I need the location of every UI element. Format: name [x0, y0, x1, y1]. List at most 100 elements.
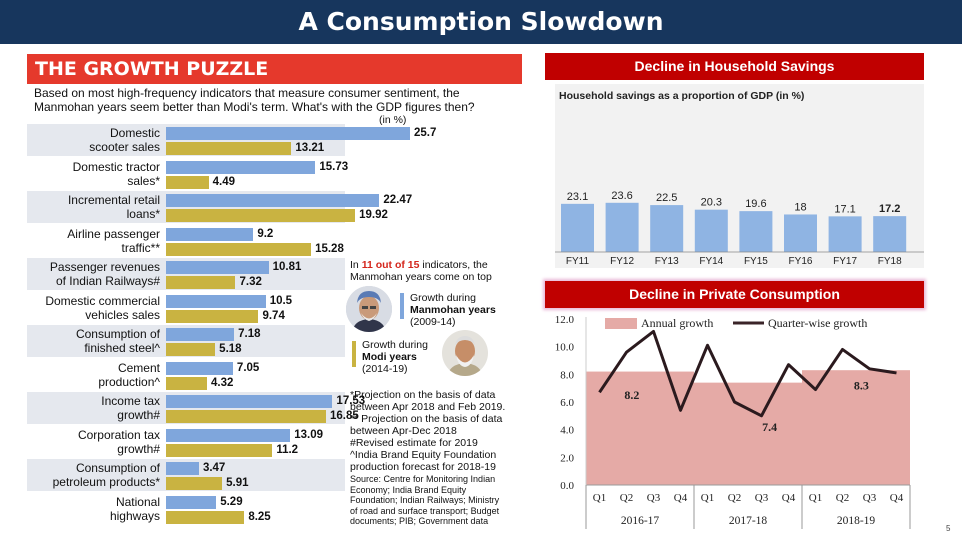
manmohan-bar — [166, 160, 316, 174]
manmohan-portrait — [346, 286, 392, 332]
callout-text: In 11 out of 15 indicators, the Manmohan… — [350, 259, 492, 283]
bar-value-label: 13.21 — [295, 142, 325, 154]
bar-value-label: 3.47 — [202, 462, 226, 474]
bar-value-label: 11.2 — [276, 443, 299, 456]
modi-bar — [166, 142, 292, 155]
savings-value-label: 23.6 — [611, 190, 632, 202]
savings-category-label: FY11 — [566, 256, 590, 267]
savings-bar — [561, 203, 594, 252]
private-consumption-chart: Annual growth Quarter-wise growth 0.0 2.0 4.… — [555, 314, 911, 529]
quarter-label: Q3 — [647, 492, 661, 504]
y-tick-label: 6.0 — [560, 397, 574, 409]
y-tick-label: 4.0 — [560, 425, 574, 437]
bar-value-label: 5.29 — [220, 495, 243, 508]
source-note: Source: Centre for Monitoring Indian Econ… — [350, 474, 500, 526]
manmohan-bar — [166, 328, 235, 341]
household-savings-chart: Household savings as a proportion of GDP… — [555, 84, 924, 268]
modi-legend-swatch — [352, 341, 356, 367]
y-tick-label: 0.0 — [560, 480, 574, 492]
savings-bar — [739, 211, 773, 252]
quarter-label: Q4 — [782, 492, 796, 504]
manmohan-bar — [166, 127, 410, 140]
manmohan-legend: Growth during Manmohan years (2009-14) — [410, 292, 496, 328]
annual-growth-label: 8.3 — [854, 379, 869, 393]
modi-bar — [166, 343, 216, 356]
savings-bar — [873, 216, 907, 252]
year-label: 2017-18 — [729, 515, 768, 527]
savings-category-label: FY13 — [655, 256, 679, 267]
indicator-label: Incremental retail loans* — [67, 193, 160, 221]
indicator-label: Consumption of finished steel^ — [75, 327, 160, 355]
bar-value-label: 4.32 — [211, 376, 234, 389]
savings-category-label: FY12 — [610, 256, 634, 267]
modi-bar — [166, 175, 209, 189]
savings-value-label: 22.5 — [656, 192, 677, 204]
manmohan-bar — [166, 294, 266, 308]
manmohan-bar — [166, 462, 199, 475]
savings-value-label: 19.6 — [745, 198, 766, 210]
savings-value-label: 18 — [794, 201, 806, 213]
savings-bar — [828, 216, 862, 252]
quarter-label: Q1 — [809, 492, 822, 504]
indicator-label: Domestic commercial vehicles sales — [45, 293, 160, 322]
manmohan-bar — [166, 361, 233, 375]
indicator-label: Corporation tax growth# — [77, 427, 160, 456]
savings-category-label: FY15 — [744, 256, 768, 267]
y-tick-label: 2.0 — [560, 452, 574, 464]
bar-value-label: 9.2 — [257, 227, 274, 240]
quarter-label: Q3 — [755, 492, 769, 504]
bar-value-label: 9.74 — [262, 309, 285, 322]
savings-bar — [650, 205, 684, 252]
indicator-label: Domestic tractor sales* — [72, 159, 160, 188]
y-tick-label: 8.0 — [560, 369, 574, 381]
growth-puzzle-unit: (in %) — [379, 114, 407, 126]
year-label: 2016-17 — [621, 515, 660, 527]
bar-value-label: 4.49 — [212, 175, 236, 188]
savings-value-label: 17.1 — [834, 203, 855, 215]
indicator-label: National highways — [109, 494, 160, 523]
savings-category-label: FY17 — [833, 256, 857, 267]
quarter-label: Q1 — [593, 492, 606, 504]
indicator-label: Cement production^ — [98, 360, 160, 389]
growth-puzzle-subtitle: Based on most high-frequency indicators … — [34, 86, 475, 114]
indicator-label: Consumption of petroleum products* — [52, 461, 160, 489]
manmohan-bar — [166, 227, 254, 241]
legend-annual-swatch — [605, 318, 637, 329]
y-tick-label: 12.0 — [555, 314, 575, 326]
bar-value-label: 15.73 — [319, 160, 349, 173]
savings-bar — [694, 209, 728, 252]
annual-growth-area — [802, 370, 910, 485]
modi-bar — [166, 376, 207, 390]
annual-growth-label: 8.2 — [624, 388, 639, 402]
savings-category-label: FY18 — [878, 256, 902, 267]
bar-value-label: 7.32 — [239, 276, 262, 288]
bar-value-label: 22.47 — [383, 194, 413, 206]
quarter-label: Q4 — [674, 492, 688, 504]
savings-value-label: 23.1 — [567, 191, 588, 203]
annual-growth-label: 7.4 — [762, 420, 777, 434]
manmohan-bar — [166, 395, 333, 408]
bar-value-label: 7.18 — [238, 328, 261, 340]
quarter-label: Q2 — [620, 492, 633, 504]
bar-value-label: 17.53 — [336, 395, 366, 407]
modi-bar — [166, 276, 236, 289]
annual-growth-area — [694, 382, 802, 485]
year-label: 2018-19 — [837, 515, 876, 527]
quarter-label: Q3 — [863, 492, 877, 504]
manmohan-bar — [166, 261, 269, 274]
manmohan-bar — [166, 428, 291, 442]
bar-value-label: 10.5 — [269, 294, 293, 307]
bar-value-label: 25.7 — [414, 127, 437, 139]
modi-bar — [166, 510, 245, 524]
quarter-growth-line — [598, 329, 897, 418]
savings-bar — [605, 202, 639, 252]
modi-bar — [166, 309, 259, 323]
indicator-label: Passenger revenues of Indian Railways# — [49, 260, 160, 288]
indicator-label: Income tax growth# — [101, 394, 160, 422]
bar-value-label: 7.05 — [236, 361, 260, 374]
growth-puzzle-title: THE GROWTH PUZZLE — [27, 54, 522, 84]
modi-bar — [166, 443, 273, 457]
bar-value-label: 10.81 — [272, 261, 302, 273]
household-savings-header: Decline in Household Savings — [545, 53, 924, 80]
modi-bar — [166, 242, 312, 256]
